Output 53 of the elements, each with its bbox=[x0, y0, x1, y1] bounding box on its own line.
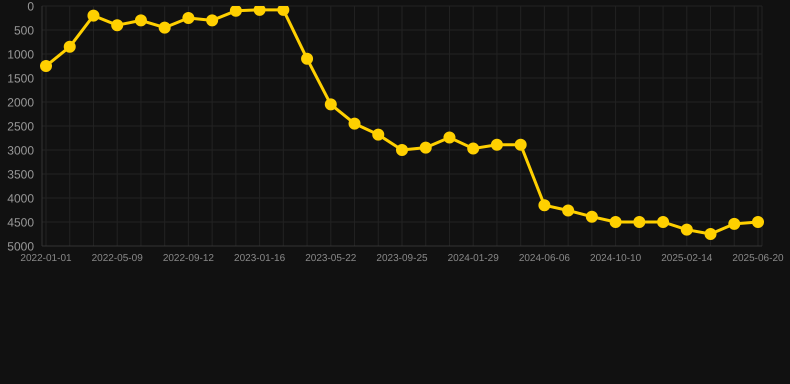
point bbox=[254, 6, 266, 16]
x-tick-label: 2025-06-20 bbox=[732, 253, 784, 264]
point bbox=[610, 216, 622, 228]
point bbox=[752, 216, 764, 228]
x-tick-label: 2024-01-29 bbox=[448, 253, 500, 264]
point bbox=[586, 210, 598, 223]
point bbox=[680, 224, 693, 236]
point bbox=[158, 22, 171, 34]
point bbox=[206, 14, 218, 26]
y-tick-label: 2500 bbox=[7, 119, 34, 134]
x-tick-label: 2023-09-25 bbox=[376, 253, 428, 264]
point bbox=[443, 132, 456, 144]
point bbox=[396, 144, 408, 156]
x-tick-label: 2025-02-14 bbox=[661, 253, 713, 264]
point bbox=[467, 142, 480, 155]
point bbox=[562, 204, 574, 216]
x-tick-label: 2024-06-06 bbox=[518, 253, 570, 264]
y-tick-label: 4500 bbox=[7, 215, 34, 230]
y-tick-label: 2000 bbox=[7, 95, 34, 110]
point bbox=[301, 52, 314, 65]
x-tick-label: 2023-05-22 bbox=[305, 253, 357, 264]
point bbox=[490, 138, 503, 151]
y-tick-label: 3500 bbox=[7, 167, 34, 182]
point bbox=[538, 199, 550, 212]
point bbox=[372, 128, 384, 141]
point bbox=[633, 216, 646, 228]
point bbox=[230, 6, 242, 17]
point bbox=[111, 19, 124, 32]
point bbox=[277, 6, 290, 16]
point bbox=[134, 14, 147, 26]
point bbox=[64, 40, 76, 53]
y-tick-label: 3000 bbox=[7, 143, 34, 158]
point bbox=[704, 228, 717, 240]
point bbox=[182, 12, 194, 24]
y-tick-label: 5000 bbox=[7, 239, 34, 254]
y-tick-label: 1500 bbox=[7, 71, 34, 86]
point bbox=[514, 138, 527, 151]
point bbox=[420, 142, 432, 154]
y-tick-label: 0 bbox=[27, 0, 34, 14]
point bbox=[657, 216, 670, 228]
point bbox=[87, 10, 100, 22]
point bbox=[40, 60, 52, 72]
x-tick-label: 2022-01-01 bbox=[20, 253, 72, 264]
point bbox=[728, 218, 740, 230]
point bbox=[324, 98, 337, 110]
x-tick-label: 2022-05-09 bbox=[92, 253, 144, 264]
point bbox=[348, 118, 361, 130]
x-tick-label: 2023-01-16 bbox=[234, 253, 286, 264]
y-tick-label: 1000 bbox=[7, 47, 34, 62]
x-tick-label: 2022-09-12 bbox=[162, 253, 214, 264]
x-tick-label: 2024-10-10 bbox=[590, 253, 642, 264]
y-tick-label: 500 bbox=[14, 23, 34, 38]
y-tick-label: 4000 bbox=[7, 191, 34, 206]
